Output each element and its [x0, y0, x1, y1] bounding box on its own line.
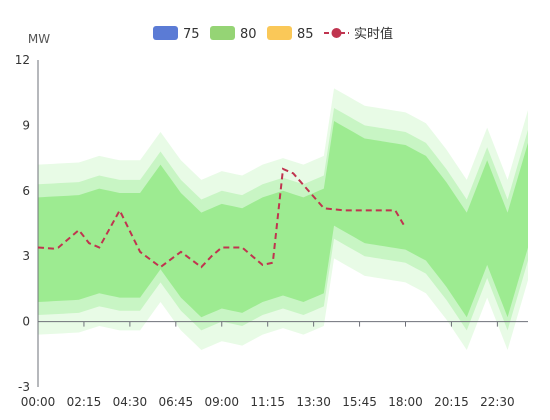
y-tick-label: 3 [22, 249, 30, 263]
x-tick-label: 18:00 [388, 395, 423, 409]
x-tick-label: 02:15 [67, 395, 102, 409]
legend-label-realtime: 实时值 [354, 26, 393, 42]
x-tick-label: 15:45 [342, 395, 377, 409]
x-tick-label: 00:00 [21, 395, 56, 409]
y-tick-label: -3 [18, 380, 30, 394]
y-tick-label: 6 [22, 184, 30, 198]
legend-swatch-75[interactable] [153, 26, 178, 40]
y-tick-label: 0 [22, 315, 30, 329]
legend-label-80: 80 [240, 27, 257, 42]
y-unit-label: MW [28, 32, 50, 46]
legend-swatch-80[interactable] [210, 26, 235, 40]
band-75-area [38, 121, 528, 318]
y-tick-label: 12 [15, 53, 30, 67]
realtime-series-line [37, 167, 407, 269]
legend-marker-realtime[interactable] [331, 28, 342, 38]
x-tick-label: 04:30 [113, 395, 148, 409]
legend-swatch-85[interactable] [267, 26, 292, 40]
legend-label-85: 85 [297, 27, 314, 42]
x-tick-label: 20:15 [434, 395, 469, 409]
x-tick-label: 11:15 [250, 395, 285, 409]
x-tick-label: 13:30 [296, 395, 331, 409]
legend-label-75: 75 [183, 27, 200, 42]
x-tick-label: 09:00 [204, 395, 239, 409]
x-tick-label: 06:45 [159, 395, 194, 409]
x-tick-label: 22:30 [480, 395, 515, 409]
y-tick-label: 9 [22, 118, 30, 132]
